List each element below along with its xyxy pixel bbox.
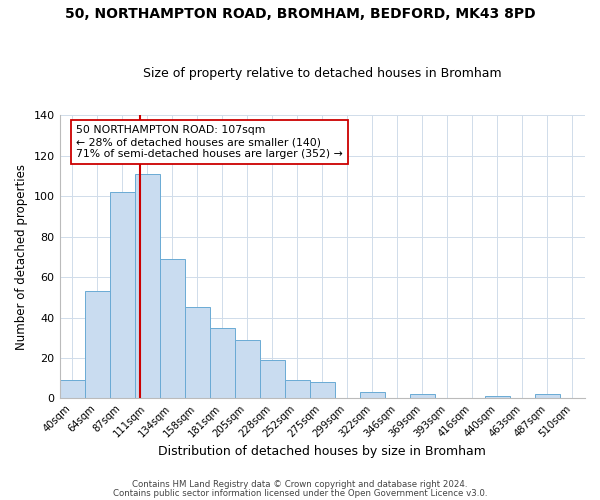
Bar [185,308,209,398]
Bar [310,382,335,398]
X-axis label: Distribution of detached houses by size in Bromham: Distribution of detached houses by size … [158,444,486,458]
Text: Contains public sector information licensed under the Open Government Licence v3: Contains public sector information licen… [113,488,487,498]
Bar [59,380,85,398]
Bar [410,394,435,398]
Bar [160,259,185,398]
Bar [485,396,510,398]
Bar [134,174,160,398]
Text: 50, NORTHAMPTON ROAD, BROMHAM, BEDFORD, MK43 8PD: 50, NORTHAMPTON ROAD, BROMHAM, BEDFORD, … [65,8,535,22]
Title: Size of property relative to detached houses in Bromham: Size of property relative to detached ho… [143,66,502,80]
Y-axis label: Number of detached properties: Number of detached properties [15,164,28,350]
Bar [260,360,285,399]
Bar [209,328,235,398]
Bar [535,394,560,398]
Text: 50 NORTHAMPTON ROAD: 107sqm
← 28% of detached houses are smaller (140)
71% of se: 50 NORTHAMPTON ROAD: 107sqm ← 28% of det… [76,126,343,158]
Bar [285,380,310,398]
Bar [110,192,134,398]
Bar [235,340,260,398]
Text: Contains HM Land Registry data © Crown copyright and database right 2024.: Contains HM Land Registry data © Crown c… [132,480,468,489]
Bar [85,292,110,399]
Bar [360,392,385,398]
